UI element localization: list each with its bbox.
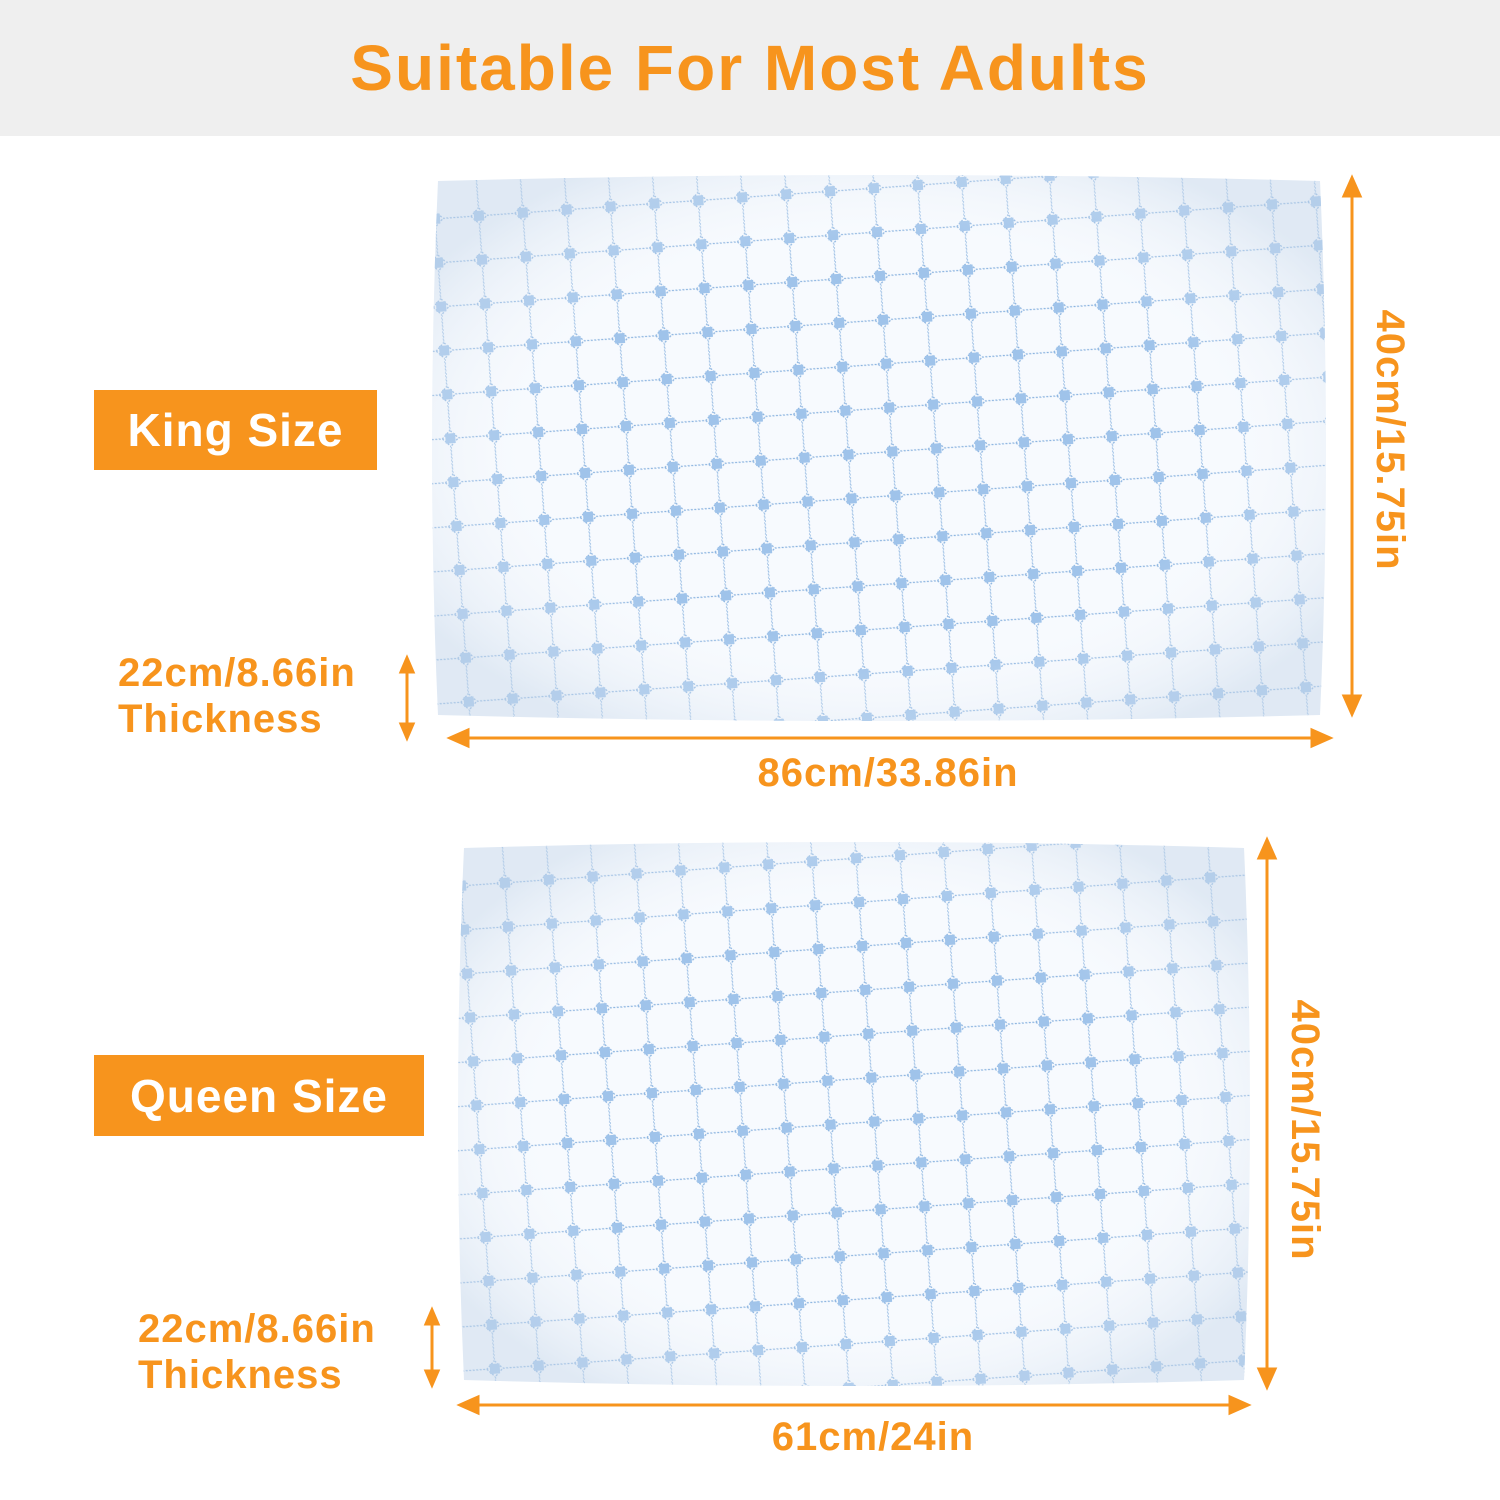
page-title: Suitable For Most Adults	[350, 32, 1150, 104]
king-size-label: King Size	[94, 390, 377, 470]
king-height-arrow	[1341, 174, 1363, 718]
king-width-text: 86cm/33.86in	[757, 751, 1019, 795]
queen-width-text: 61cm/24in	[771, 1415, 975, 1459]
queen-thickness-value: 22cm/8.66in	[138, 1307, 376, 1351]
queen-height-text: 40cm/15.75in	[1283, 999, 1327, 1261]
king-thickness-value: 22cm/8.66in	[118, 651, 356, 695]
queen-pillow-image	[458, 842, 1250, 1386]
queen-size-label: Queen Size	[94, 1055, 424, 1136]
king-width-arrow	[446, 727, 1334, 749]
title-banner: Suitable For Most Adults	[0, 0, 1500, 136]
queen-width-arrow	[456, 1394, 1252, 1416]
king-height-text: 40cm/15.75in	[1368, 309, 1412, 571]
king-pillow-image	[432, 175, 1326, 721]
king-thickness-label: Thickness	[118, 697, 323, 741]
queen-thickness-arrow	[423, 1306, 441, 1389]
queen-thickness-label: Thickness	[138, 1353, 343, 1397]
queen-height-arrow	[1256, 836, 1278, 1391]
king-thickness-arrow	[398, 654, 416, 742]
